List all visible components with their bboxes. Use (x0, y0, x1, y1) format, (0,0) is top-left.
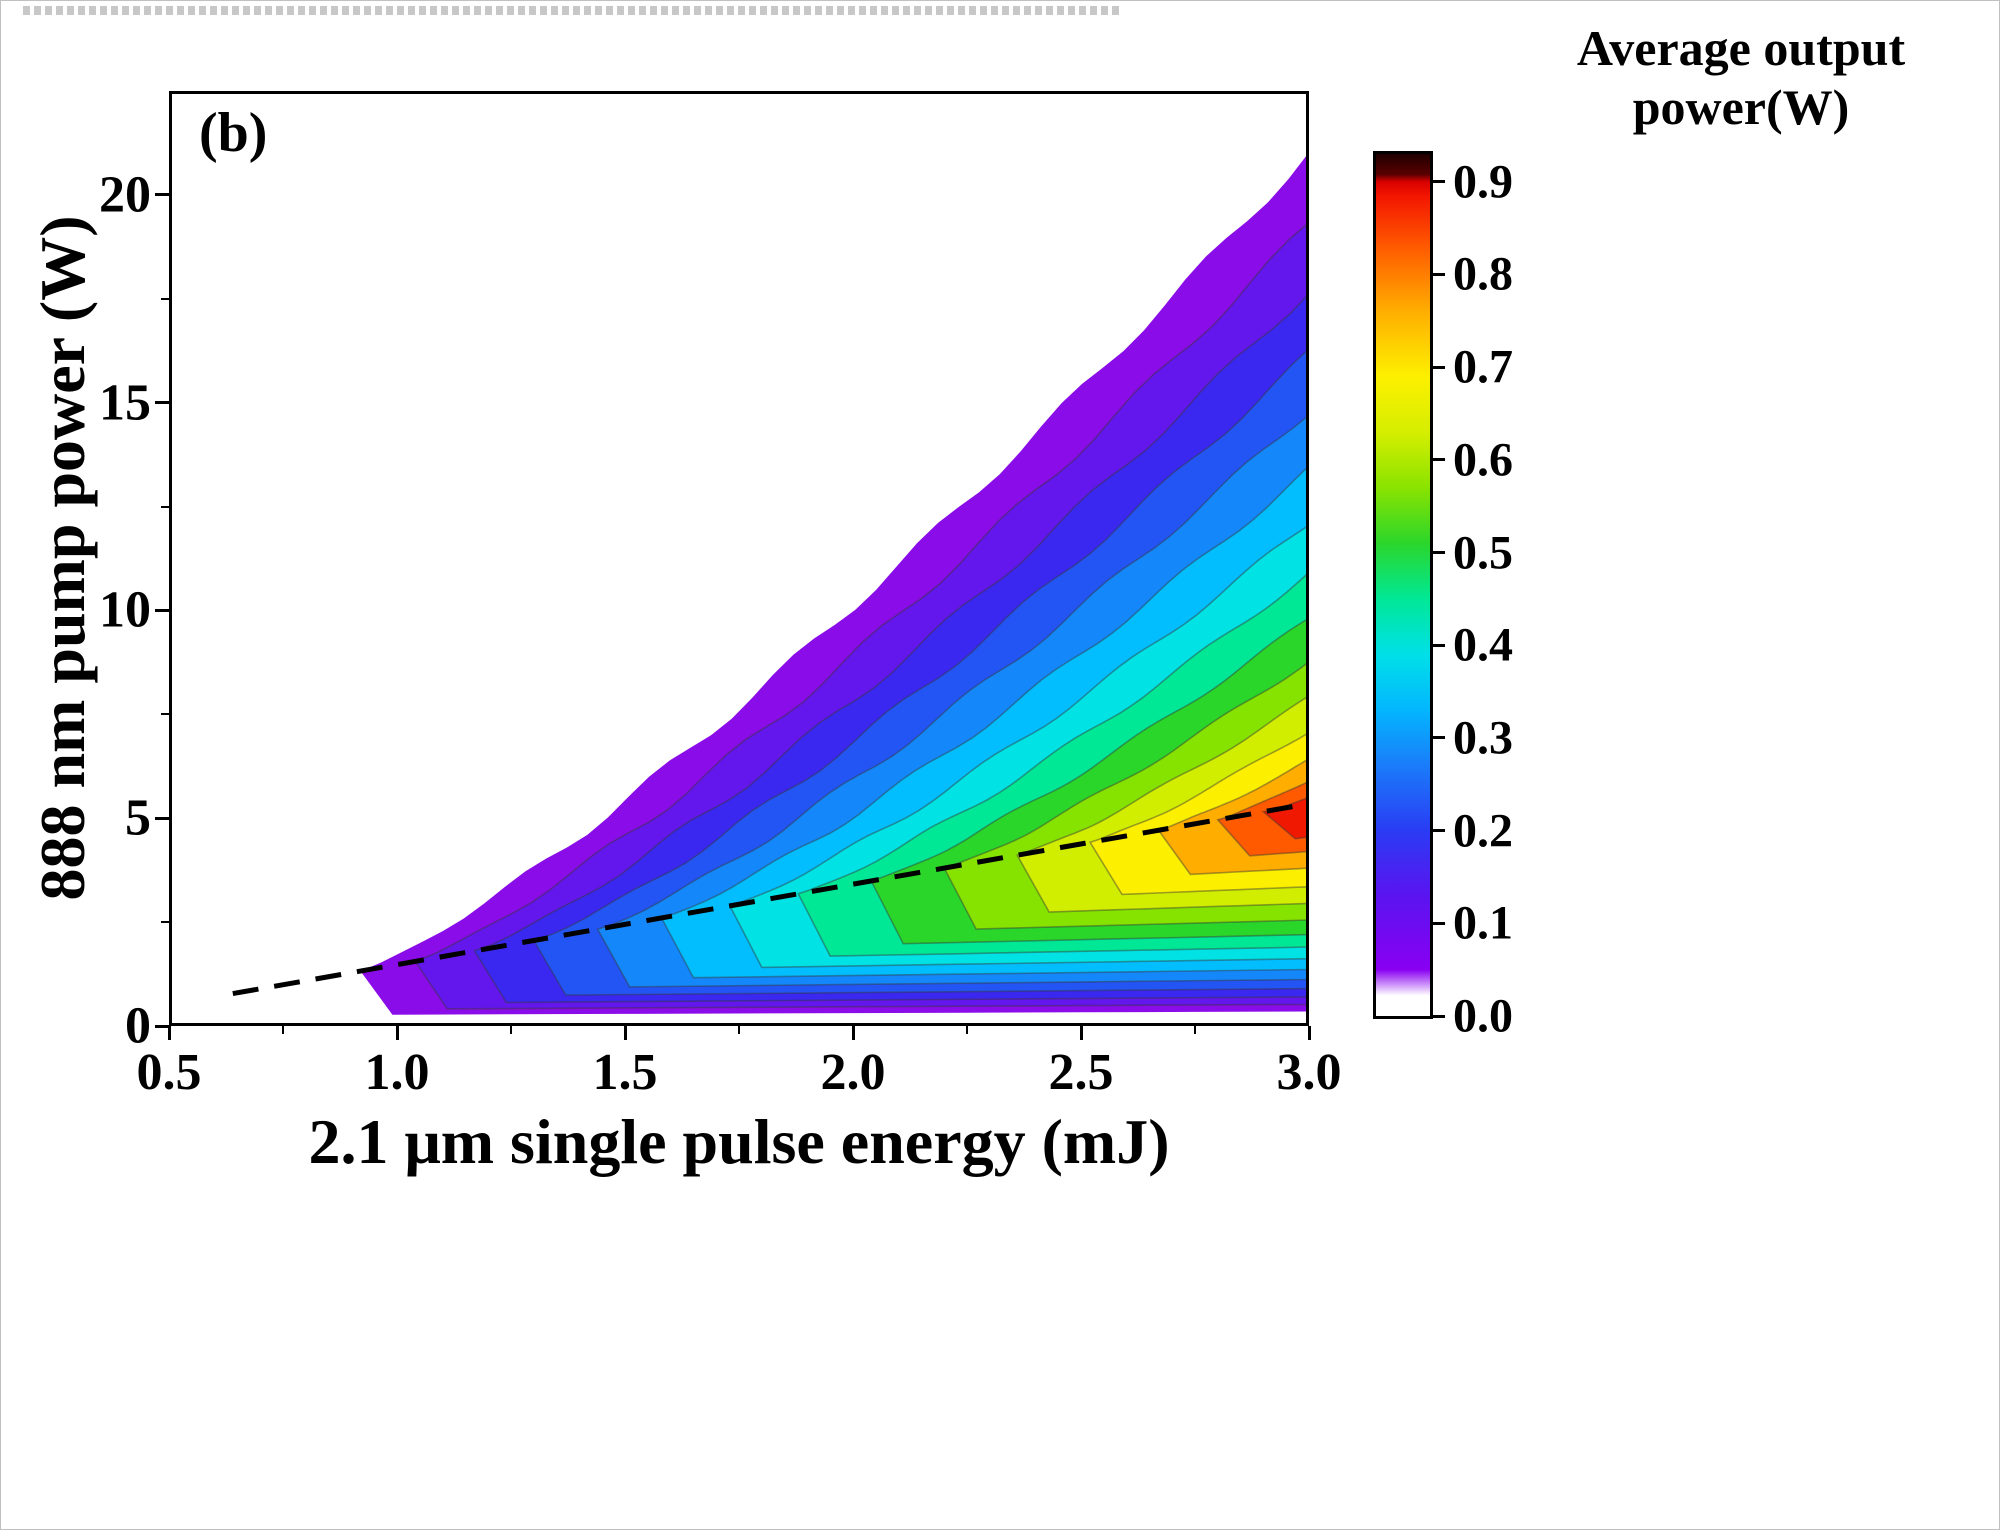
colorbar-tick (1433, 643, 1445, 647)
colorbar-title-line2: power(W) (1632, 79, 1850, 135)
y-tick-label: 10 (99, 581, 151, 639)
y-minor-tick (161, 713, 169, 716)
contour-plot-canvas (232, 152, 1309, 1015)
x-tick-label: 2.5 (1048, 1044, 1114, 1101)
colorbar-tick (1433, 829, 1445, 833)
panel-label: (b) (199, 102, 268, 164)
colorbar-tick-label: 0.3 (1453, 711, 1513, 765)
colorbar-tick (1433, 736, 1445, 740)
x-tick-label: 1.0 (364, 1044, 430, 1101)
colorbar-tick-label: 0.2 (1453, 804, 1513, 858)
colorbar-tick (1433, 1014, 1445, 1018)
y-major-tick (155, 1024, 169, 1028)
colorbar-tick (1433, 551, 1445, 555)
y-major-tick (155, 608, 169, 612)
colorbar-tick-label: 0.8 (1453, 247, 1513, 301)
x-minor-tick (510, 1026, 512, 1034)
colorbar-tick-label: 0.0 (1453, 989, 1513, 1043)
x-tick-label: 3.0 (1276, 1044, 1342, 1101)
y-minor-tick (161, 505, 169, 508)
x-major-tick (167, 1026, 171, 1040)
y-tick-label: 20 (99, 166, 151, 224)
colorbar-title-line1: Average output (1576, 20, 1906, 76)
y-axis-label: 888 nm pump power (W) (27, 215, 98, 901)
colorbar-tick (1433, 458, 1445, 462)
y-major-tick (155, 193, 169, 197)
y-major-tick (155, 401, 169, 405)
colorbar-gradient (1376, 154, 1430, 1016)
x-major-tick (395, 1026, 399, 1040)
x-major-tick (623, 1026, 627, 1040)
y-major-tick (155, 816, 169, 820)
watermark-strip (23, 6, 1123, 15)
y-tick-label: 15 (99, 374, 151, 432)
colorbar-title: Average output power(W) (1501, 19, 1981, 137)
colorbar-tick-label: 0.9 (1453, 155, 1513, 209)
contour-band-0.82 (1216, 780, 1309, 857)
y-minor-tick (161, 297, 169, 300)
colorbar-tick (1433, 272, 1445, 276)
colorbar-tick-label: 0.7 (1453, 340, 1513, 394)
colorbar-tick-label: 0.4 (1453, 618, 1513, 672)
colorbar-tick (1433, 921, 1445, 925)
x-tick-label: 1.5 (592, 1044, 658, 1101)
x-major-tick (851, 1026, 855, 1040)
colorbar-tick (1433, 365, 1445, 369)
x-axis-label: 2.1 μm single pulse energy (mJ) (308, 1106, 1170, 1177)
x-major-tick (1079, 1026, 1083, 1040)
x-minor-tick (282, 1026, 284, 1034)
x-tick-label: 2.0 (820, 1044, 886, 1101)
colorbar-tick-label: 0.1 (1453, 896, 1513, 950)
ridge-dashed-line (232, 801, 1309, 997)
x-minor-tick (738, 1026, 740, 1034)
colorbar-tick-label: 0.5 (1453, 526, 1513, 580)
x-minor-tick (1194, 1026, 1196, 1034)
x-tick-label: 0.5 (136, 1044, 202, 1101)
x-major-tick (1307, 1026, 1311, 1040)
x-minor-tick (966, 1026, 968, 1034)
colorbar-tick-label: 0.6 (1453, 433, 1513, 487)
y-tick-label: 0 (125, 997, 151, 1055)
colorbar (1373, 151, 1433, 1019)
y-tick-label: 5 (125, 789, 151, 847)
colorbar-tick (1433, 180, 1445, 184)
y-minor-tick (161, 921, 169, 924)
